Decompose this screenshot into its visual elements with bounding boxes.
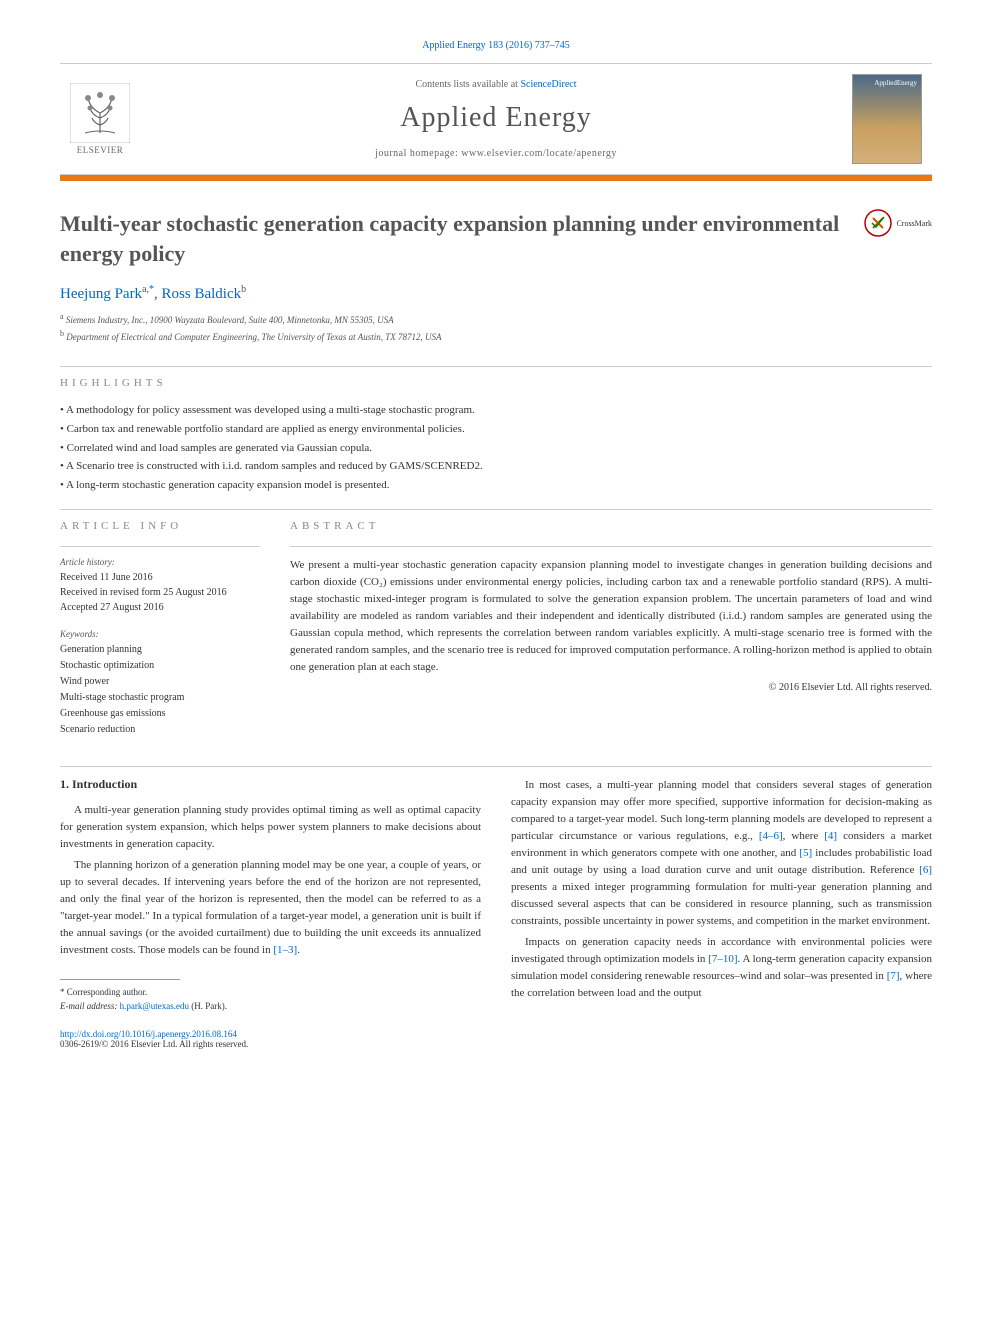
article-title: Multi-year stochastic generation capacit…	[60, 209, 864, 268]
abstract-text: We present a multi-year stochastic gener…	[290, 557, 932, 676]
divider	[60, 546, 260, 547]
title-row: Multi-year stochastic generation capacit…	[60, 209, 932, 268]
author-2-affil-sup: b	[241, 284, 246, 295]
body-column-left: 1. Introduction A multi-year generation …	[60, 777, 481, 1013]
author-separator: ,	[154, 286, 162, 302]
email-label: E-mail address:	[60, 1001, 120, 1011]
section-1-heading: 1. Introduction	[60, 777, 481, 792]
divider	[290, 546, 932, 547]
history-line: Received in revised form 25 August 2016	[60, 585, 260, 600]
contents-line: Contents lists available at ScienceDirec…	[140, 79, 852, 90]
highlight-item: A long-term stochastic generation capaci…	[60, 476, 932, 495]
crossmark-badge[interactable]: CrossMark	[864, 209, 932, 237]
authors-line: Heejung Parka,*, Ross Baldickb	[60, 284, 932, 303]
history-block: Received 11 June 2016 Received in revise…	[60, 570, 260, 615]
highlight-item: Carbon tax and renewable portfolio stand…	[60, 420, 932, 439]
homepage-prefix: journal homepage:	[375, 148, 461, 159]
corresponding-author-note: * Corresponding author.	[60, 986, 481, 1000]
keywords-label: Keywords:	[60, 629, 260, 639]
reference-link[interactable]: [6]	[919, 864, 932, 876]
email-suffix: (H. Park).	[189, 1001, 227, 1011]
affiliations: a Siemens Industry, Inc., 10900 Wayzata …	[60, 311, 932, 344]
publisher-block: ELSEVIER	[60, 83, 140, 155]
article-info-heading: ARTICLE INFO	[60, 520, 260, 532]
body-paragraph: The planning horizon of a generation pla…	[60, 857, 481, 959]
divider	[60, 509, 932, 510]
author-email-link[interactable]: h.park@utexas.edu	[120, 1001, 189, 1011]
reference-link[interactable]: [4–6]	[759, 830, 783, 842]
history-line: Received 11 June 2016	[60, 570, 260, 585]
footer-block: http://dx.doi.org/10.1016/j.apenergy.201…	[60, 1029, 932, 1049]
orange-divider-bar	[60, 175, 932, 181]
keyword: Wind power	[60, 674, 260, 690]
body-paragraph: Impacts on generation capacity needs in …	[511, 934, 932, 1002]
sciencedirect-link[interactable]: ScienceDirect	[520, 79, 576, 90]
citation-line: Applied Energy 183 (2016) 737–745	[60, 40, 932, 51]
crossmark-label: CrossMark	[896, 219, 932, 228]
issn-copyright: 0306-2619/© 2016 Elsevier Ltd. All right…	[60, 1039, 248, 1049]
keyword: Stochastic optimization	[60, 658, 260, 674]
reference-link[interactable]: [1–3]	[273, 944, 297, 956]
cover-block: AppliedEnergy	[852, 74, 932, 164]
affiliation-b: b Department of Electrical and Computer …	[60, 328, 932, 345]
reference-link[interactable]: [7–10]	[708, 953, 737, 965]
affiliation-a: a Siemens Industry, Inc., 10900 Wayzata …	[60, 311, 932, 328]
abstract-heading: ABSTRACT	[290, 520, 932, 532]
contents-prefix: Contents lists available at	[415, 79, 520, 90]
info-abstract-row: ARTICLE INFO Article history: Received 1…	[60, 520, 932, 738]
body-columns: 1. Introduction A multi-year generation …	[60, 777, 932, 1013]
doi-link[interactable]: http://dx.doi.org/10.1016/j.apenergy.201…	[60, 1029, 237, 1039]
reference-link[interactable]: [7]	[887, 970, 900, 982]
highlights-list: A methodology for policy assessment was …	[60, 401, 932, 494]
highlight-item: A methodology for policy assessment was …	[60, 401, 932, 420]
divider	[60, 366, 932, 367]
reference-link[interactable]: [4]	[824, 830, 837, 842]
highlight-item: A Scenario tree is constructed with i.i.…	[60, 457, 932, 476]
author-1-affil-sup: a,*	[142, 284, 154, 295]
reference-link[interactable]: [5]	[799, 847, 812, 859]
body-paragraph: In most cases, a multi-year planning mod…	[511, 777, 932, 930]
highlights-heading: HIGHLIGHTS	[60, 377, 932, 389]
homepage-url: www.elsevier.com/locate/apenergy	[461, 148, 617, 159]
cover-thumb-label: AppliedEnergy	[874, 79, 917, 87]
journal-cover-thumb: AppliedEnergy	[852, 74, 922, 164]
publisher-label: ELSEVIER	[77, 145, 124, 155]
body-column-right: In most cases, a multi-year planning mod…	[511, 777, 932, 1013]
keyword: Generation planning	[60, 642, 260, 658]
keywords-block: Generation planning Stochastic optimizat…	[60, 642, 260, 738]
elsevier-tree-icon	[70, 83, 130, 143]
body-paragraph: A multi-year generation planning study p…	[60, 802, 481, 853]
divider	[60, 766, 932, 767]
masthead-center: Contents lists available at ScienceDirec…	[140, 79, 852, 159]
article-info-column: ARTICLE INFO Article history: Received 1…	[60, 520, 260, 738]
history-label: Article history:	[60, 557, 260, 567]
history-line: Accepted 27 August 2016	[60, 600, 260, 615]
page-container: Applied Energy 183 (2016) 737–745 ELSEVI…	[0, 0, 992, 1089]
author-2-link[interactable]: Ross Baldick	[162, 286, 242, 302]
email-note: E-mail address: h.park@utexas.edu (H. Pa…	[60, 1000, 481, 1014]
highlight-item: Correlated wind and load samples are gen…	[60, 439, 932, 458]
crossmark-icon	[864, 209, 892, 237]
keyword: Multi-stage stochastic program	[60, 690, 260, 706]
keyword: Greenhouse gas emissions	[60, 706, 260, 722]
footnote-separator	[60, 979, 180, 980]
keyword: Scenario reduction	[60, 722, 260, 738]
journal-name: Applied Energy	[140, 102, 852, 134]
masthead: ELSEVIER Contents lists available at Sci…	[60, 63, 932, 175]
homepage-line: journal homepage: www.elsevier.com/locat…	[140, 148, 852, 159]
author-1-link[interactable]: Heejung Park	[60, 286, 142, 302]
abstract-copyright: © 2016 Elsevier Ltd. All rights reserved…	[290, 682, 932, 693]
abstract-column: ABSTRACT We present a multi-year stochas…	[290, 520, 932, 738]
body-text: The planning horizon of a generation pla…	[60, 859, 481, 956]
